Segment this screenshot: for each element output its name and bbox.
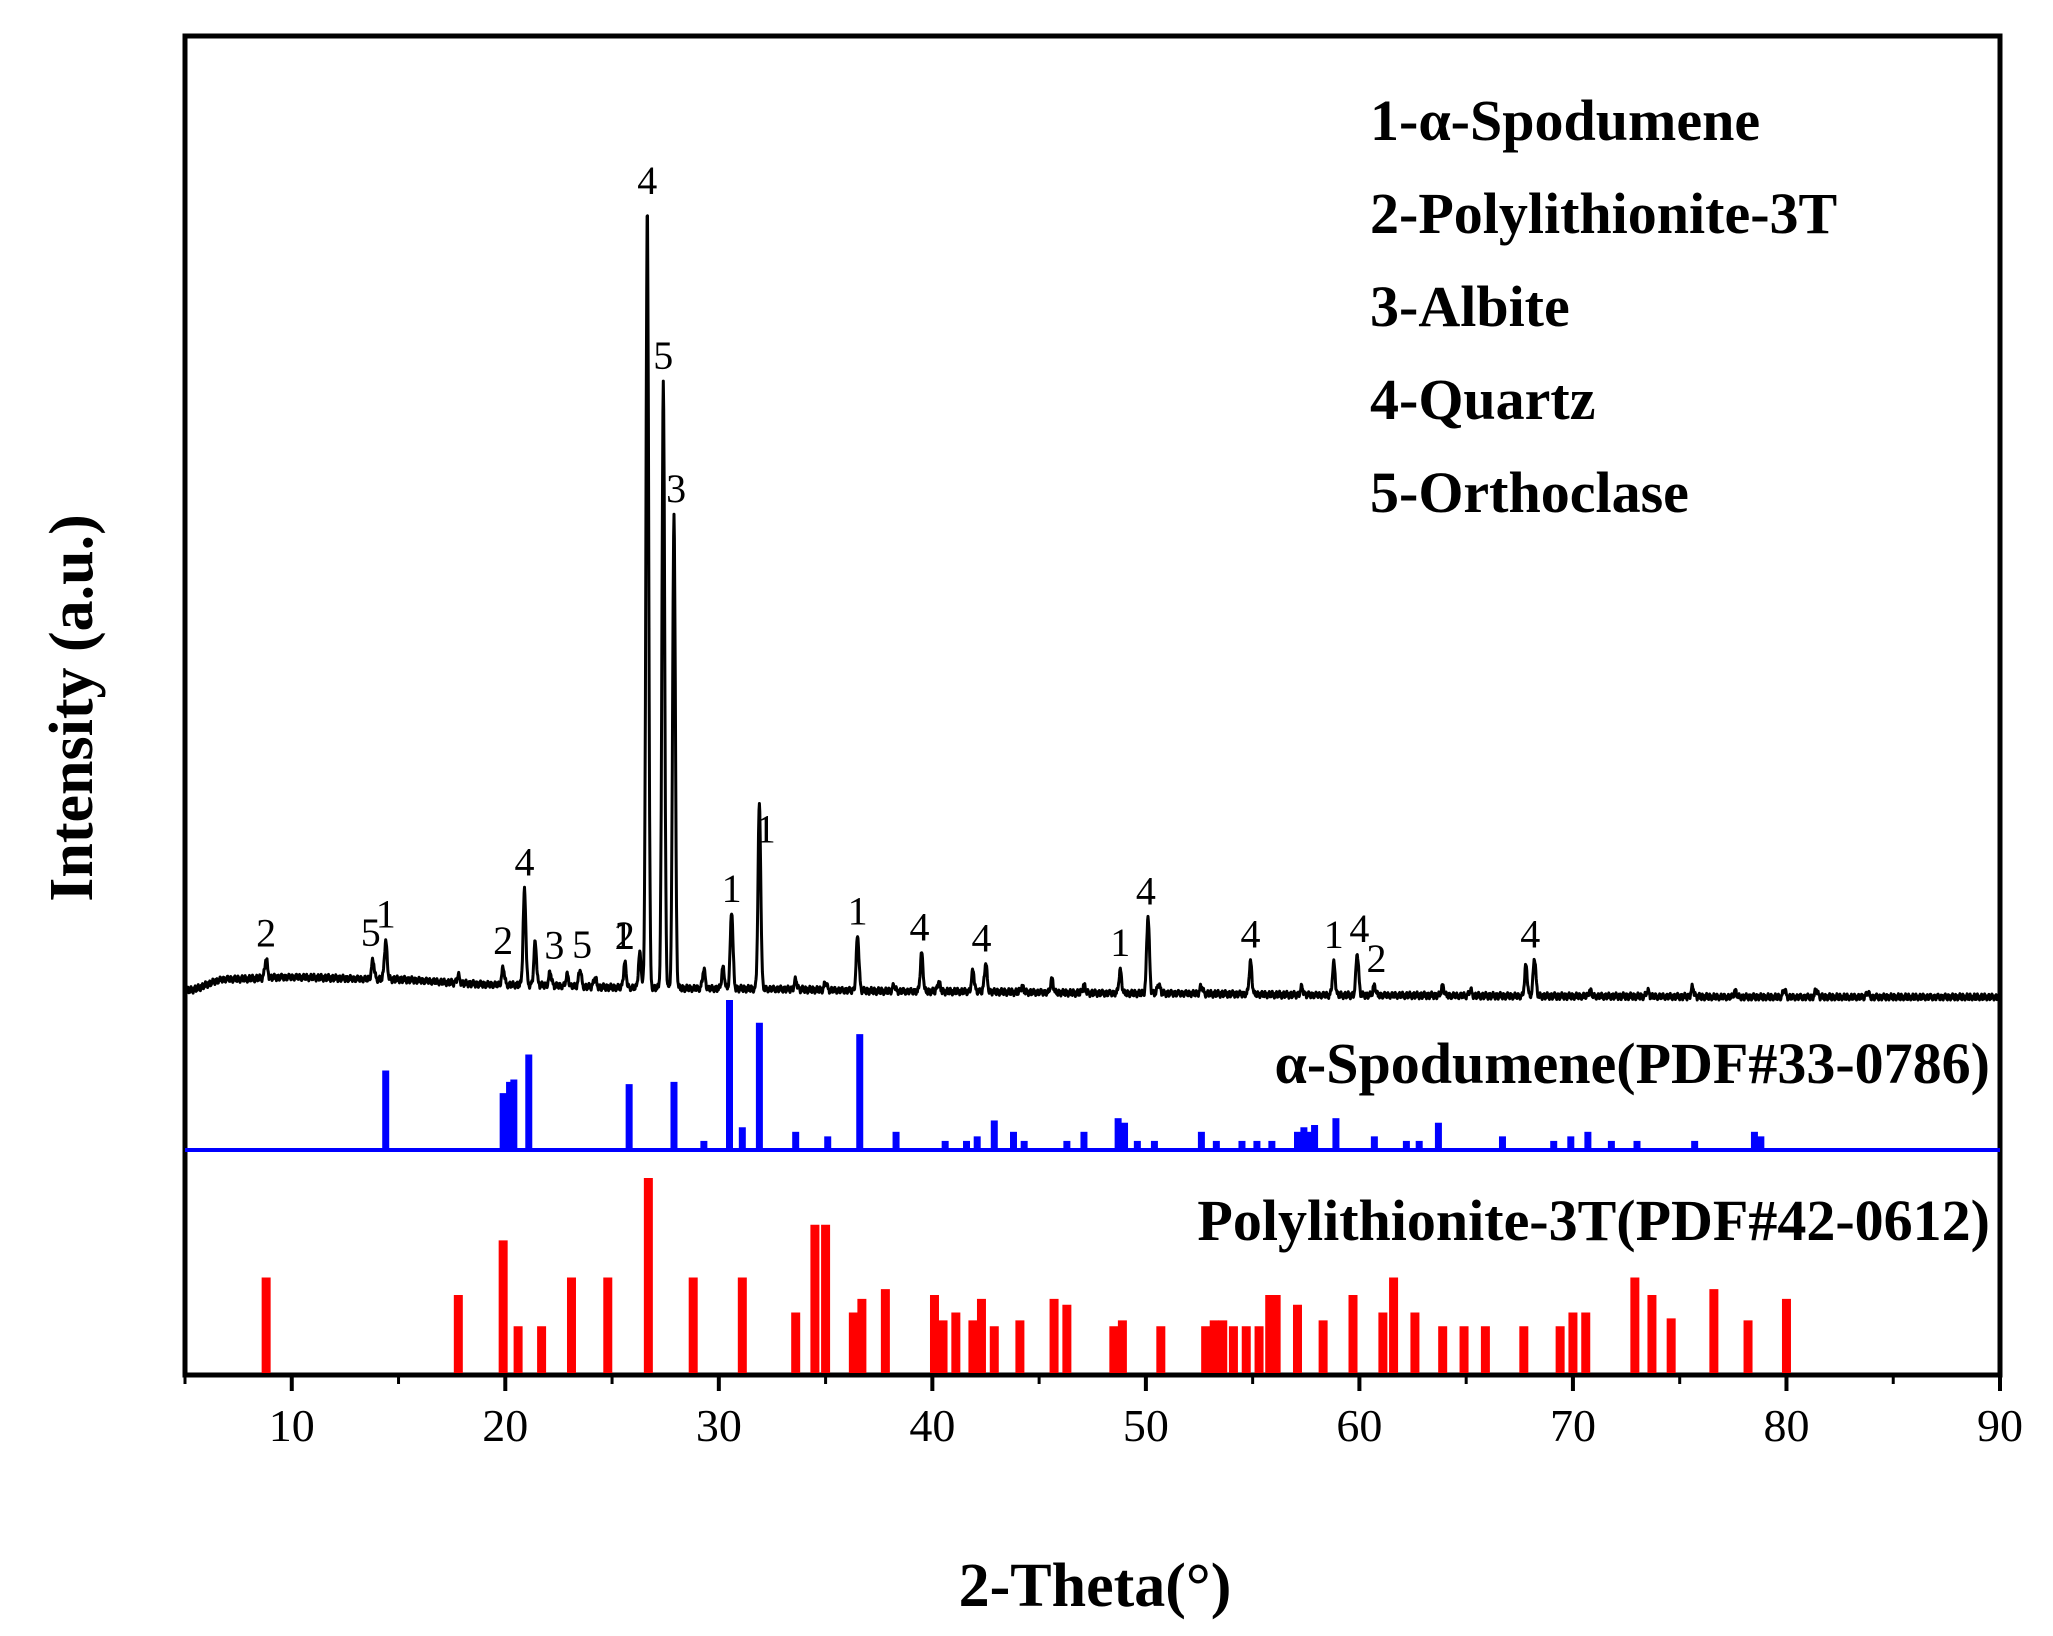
peak-label: 2 — [1366, 936, 1386, 981]
peak-label: 5 — [361, 910, 381, 955]
x-tick-label: 10 — [269, 1400, 315, 1451]
peak-label: 4 — [1520, 911, 1540, 956]
sample-pattern-line — [183, 214, 2002, 1002]
peak-label: 4 — [971, 916, 991, 961]
peak-label: 4 — [910, 904, 930, 949]
peak-label: 1 — [722, 866, 742, 911]
peak-label: 5 — [572, 922, 592, 967]
x-tick-label: 80 — [1763, 1400, 1809, 1451]
peak-label: 4 — [515, 839, 535, 884]
x-tick-label: 30 — [696, 1400, 742, 1451]
legend-item-orthoclase: 5-Orthoclase — [1370, 460, 1689, 525]
peak-label: 3 — [544, 922, 564, 967]
peak-label: 1 — [613, 913, 633, 958]
peak-label: 1 — [1324, 912, 1344, 957]
legend-item-polylithionite: 2-Polylithionite-3T — [1370, 181, 1837, 246]
spodumene-reference-label: α-Spodumene(PDF#33-0786) — [1275, 1031, 1990, 1096]
peak-label: 2 — [615, 913, 635, 958]
peak-label: 4 — [1349, 906, 1369, 951]
y-axis-title: Intensity (a.u.) — [38, 514, 106, 902]
x-tick-label: 20 — [482, 1400, 528, 1451]
peak-label: 3 — [666, 466, 686, 511]
x-axis-ticks: 10 20 30 40 50 60 70 80 90 — [183, 1375, 2023, 1451]
polylithionite-reference-bars — [261, 1178, 1791, 1373]
peak-label: 4 — [637, 158, 657, 203]
polylithionite-reference-label: Polylithionite-3T(PDF#42-0612) — [1197, 1188, 1990, 1253]
peak-label: 2 — [493, 918, 513, 963]
spodumene-reference-bars — [185, 1000, 2000, 1152]
peak-label: 1 — [756, 807, 776, 852]
peak-label: 1 — [848, 889, 868, 934]
peak-label: 1 — [376, 892, 396, 937]
plot-frame — [182, 33, 2003, 1378]
peak-label: 5 — [653, 333, 673, 378]
legend: 1-α-Spodumene 2-Polylithionite-3T 3-Albi… — [1370, 88, 1837, 525]
x-tick-label: 50 — [1123, 1400, 1169, 1451]
legend-item-albite: 3-Albite — [1370, 274, 1570, 339]
peak-label: 1 — [1110, 920, 1130, 965]
x-tick-label: 40 — [909, 1400, 955, 1451]
peak-label: 4 — [1241, 912, 1261, 957]
x-tick-label: 70 — [1550, 1400, 1596, 1451]
legend-item-quartz: 4-Quartz — [1370, 367, 1596, 432]
x-tick-label: 90 — [1977, 1400, 2023, 1451]
x-tick-label: 60 — [1336, 1400, 1382, 1451]
x-axis-title: 2-Theta(°) — [959, 1552, 1232, 1620]
legend-item-spodumene: 1-α-Spodumene — [1370, 88, 1760, 153]
peak-label: 4 — [1136, 868, 1156, 913]
peak-label: 2 — [256, 911, 276, 956]
